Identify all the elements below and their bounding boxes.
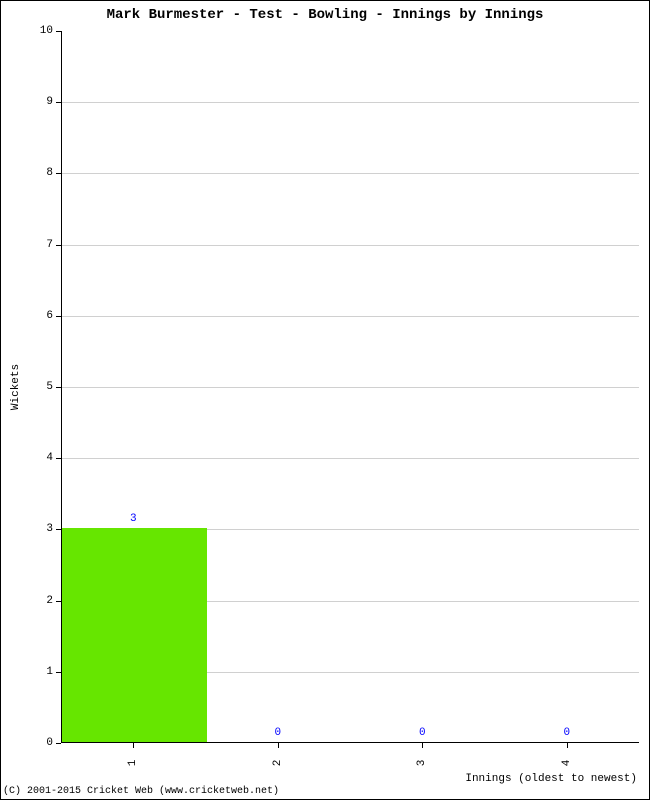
gridline bbox=[62, 316, 639, 317]
ytick-mark bbox=[56, 31, 61, 32]
ytick-mark bbox=[56, 316, 61, 317]
ytick-label: 5 bbox=[33, 381, 53, 393]
xtick-mark bbox=[133, 743, 134, 748]
gridline bbox=[62, 387, 639, 388]
bar-value-label: 0 bbox=[274, 727, 281, 739]
ytick-label: 1 bbox=[33, 666, 53, 678]
bar-value-label: 0 bbox=[419, 727, 426, 739]
bar-value-label: 3 bbox=[130, 513, 137, 525]
ytick-label: 3 bbox=[33, 523, 53, 535]
ytick-label: 4 bbox=[33, 452, 53, 464]
ytick-mark bbox=[56, 672, 61, 673]
ytick-mark bbox=[56, 743, 61, 744]
chart-container: Mark Burmester - Test - Bowling - Inning… bbox=[0, 0, 650, 800]
ytick-mark bbox=[56, 529, 61, 530]
ytick-mark bbox=[56, 387, 61, 388]
ytick-label: 6 bbox=[33, 310, 53, 322]
xtick-label: 4 bbox=[561, 760, 573, 767]
ytick-label: 0 bbox=[33, 737, 53, 749]
xtick-mark bbox=[422, 743, 423, 748]
ytick-label: 10 bbox=[33, 25, 53, 37]
ytick-mark bbox=[56, 173, 61, 174]
ytick-label: 8 bbox=[33, 167, 53, 179]
x-axis-label: Innings (oldest to newest) bbox=[465, 773, 637, 785]
gridline bbox=[62, 173, 639, 174]
footer-text: (C) 2001-2015 Cricket Web (www.cricketwe… bbox=[3, 786, 279, 797]
ytick-mark bbox=[56, 102, 61, 103]
gridline bbox=[62, 102, 639, 103]
bar bbox=[62, 528, 207, 742]
plot-area bbox=[61, 31, 639, 743]
xtick-mark bbox=[278, 743, 279, 748]
ytick-mark bbox=[56, 245, 61, 246]
xtick-mark bbox=[567, 743, 568, 748]
xtick-label: 1 bbox=[127, 760, 139, 767]
chart-title: Mark Burmester - Test - Bowling - Inning… bbox=[1, 7, 649, 23]
ytick-label: 9 bbox=[33, 96, 53, 108]
ytick-mark bbox=[56, 601, 61, 602]
gridline bbox=[62, 458, 639, 459]
gridline bbox=[62, 245, 639, 246]
ytick-label: 7 bbox=[33, 239, 53, 251]
ytick-mark bbox=[56, 458, 61, 459]
xtick-label: 3 bbox=[416, 760, 428, 767]
bar-value-label: 0 bbox=[563, 727, 570, 739]
y-axis-label: Wickets bbox=[10, 364, 22, 410]
ytick-label: 2 bbox=[33, 595, 53, 607]
xtick-label: 2 bbox=[272, 760, 284, 767]
